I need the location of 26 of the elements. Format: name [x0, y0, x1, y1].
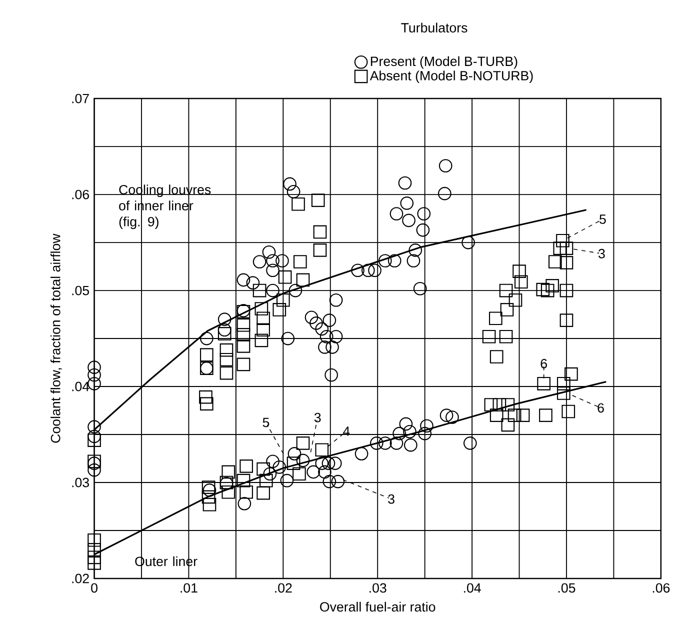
- y-tick-label: .07: [72, 94, 89, 104]
- x-axis-title: Overall fuel-air ratio: [320, 602, 436, 612]
- annotation: 3: [314, 412, 321, 422]
- y-tick-label: .02: [72, 574, 89, 584]
- x-tick-label: 0: [91, 583, 98, 593]
- x-tick-label: .02: [275, 583, 292, 593]
- y-tick-label: .03: [72, 478, 89, 488]
- x-tick-label: .01: [180, 583, 198, 593]
- annotation: 6: [598, 403, 604, 413]
- annotation: 5: [600, 214, 606, 224]
- annotation: 6: [540, 358, 547, 368]
- y-axis-title: Coolant flow, fraction of total airflow: [50, 234, 62, 443]
- x-tick-label: .06: [652, 583, 670, 593]
- legend-label: Absent (Model B-NOTURB): [370, 70, 533, 84]
- x-tick-label: .03: [370, 583, 386, 593]
- legend-label: Present (Model B-TURB): [370, 56, 518, 69]
- x-tick-label: .04: [464, 583, 481, 593]
- y-tick-label: .04: [72, 382, 90, 392]
- y-tick-label: .05: [72, 286, 90, 296]
- x-tick-label: .05: [558, 583, 576, 593]
- annotation: 3: [598, 248, 605, 258]
- annotation: 5: [262, 418, 270, 428]
- legend-title: Turbulators: [401, 22, 468, 32]
- annotation: 3: [388, 494, 394, 504]
- annotation: 4: [343, 426, 350, 436]
- y-tick-label: .06: [72, 190, 89, 200]
